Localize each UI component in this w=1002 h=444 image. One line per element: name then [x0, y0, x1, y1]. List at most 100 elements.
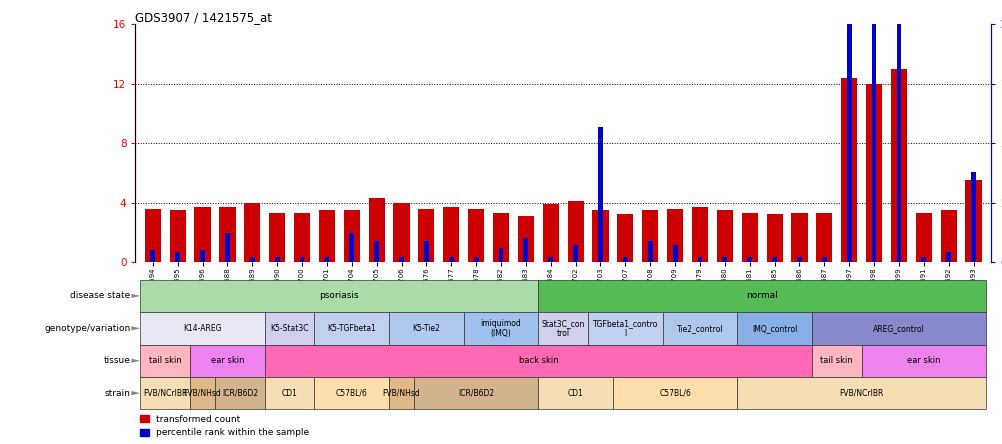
- Bar: [517, 216, 533, 262]
- Bar: [300, 257, 305, 262]
- Text: disease state: disease state: [70, 291, 130, 301]
- Bar: [766, 214, 782, 262]
- Bar: [219, 207, 235, 262]
- Bar: [572, 246, 577, 262]
- Bar: [821, 257, 826, 262]
- Bar: [721, 257, 726, 262]
- Text: psoriasis: psoriasis: [320, 291, 359, 301]
- Text: TGFbeta1_contro
l: TGFbeta1_contro l: [592, 319, 657, 338]
- Bar: [797, 257, 801, 262]
- Bar: [945, 253, 950, 262]
- Text: C57BL/6: C57BL/6: [336, 388, 368, 398]
- Bar: [846, 24, 851, 262]
- Bar: [567, 201, 583, 262]
- Text: K5-TGFbeta1: K5-TGFbeta1: [327, 324, 376, 333]
- Bar: [418, 209, 434, 262]
- Text: FVB/NHsd: FVB/NHsd: [383, 388, 420, 398]
- Text: normal: normal: [745, 291, 778, 301]
- Bar: [325, 257, 329, 262]
- Bar: [349, 234, 354, 262]
- Bar: [696, 257, 701, 262]
- Text: FVB/NCrIBR: FVB/NCrIBR: [839, 388, 883, 398]
- Text: imiquimod
(IMQ): imiquimod (IMQ): [480, 319, 521, 338]
- Bar: [890, 69, 906, 262]
- Bar: [393, 202, 409, 262]
- Bar: [616, 214, 633, 262]
- Bar: [592, 210, 608, 262]
- Bar: [344, 210, 360, 262]
- Text: ear skin: ear skin: [906, 356, 940, 365]
- Bar: [666, 209, 682, 262]
- Bar: [641, 210, 657, 262]
- Text: AREG_control: AREG_control: [872, 324, 924, 333]
- Bar: [243, 203, 261, 262]
- Bar: [448, 257, 453, 262]
- Text: tissue: tissue: [103, 356, 130, 365]
- Text: tail skin: tail skin: [820, 356, 853, 365]
- Bar: [523, 238, 528, 262]
- Text: CD1: CD1: [567, 388, 583, 398]
- Text: GDS3907 / 1421575_at: GDS3907 / 1421575_at: [135, 11, 273, 24]
- Text: K14-AREG: K14-AREG: [183, 324, 221, 333]
- Bar: [816, 213, 832, 262]
- Bar: [791, 213, 807, 262]
- Text: C57BL/6: C57BL/6: [658, 388, 690, 398]
- Text: ICR/B6D2: ICR/B6D2: [221, 388, 258, 398]
- Bar: [473, 257, 478, 262]
- Bar: [144, 209, 160, 262]
- Text: IMQ_control: IMQ_control: [752, 324, 797, 333]
- Text: tail skin: tail skin: [148, 356, 181, 365]
- Bar: [597, 127, 602, 262]
- Bar: [194, 207, 210, 262]
- Bar: [940, 210, 956, 262]
- Bar: [275, 257, 280, 262]
- Bar: [368, 198, 385, 262]
- Bar: [294, 213, 310, 262]
- Bar: [622, 257, 627, 262]
- Bar: [896, 24, 901, 262]
- Bar: [691, 207, 707, 262]
- Bar: [921, 257, 925, 262]
- Bar: [399, 257, 404, 262]
- Bar: [965, 180, 981, 262]
- Legend: transformed count, percentile rank within the sample: transformed count, percentile rank withi…: [140, 415, 309, 437]
- Text: CD1: CD1: [282, 388, 298, 398]
- Bar: [915, 213, 931, 262]
- Bar: [169, 210, 185, 262]
- Bar: [865, 84, 882, 262]
- Bar: [841, 78, 857, 262]
- Bar: [424, 241, 429, 262]
- Text: K5-Stat3C: K5-Stat3C: [271, 324, 309, 333]
- Bar: [542, 204, 558, 262]
- Text: genotype/variation: genotype/variation: [44, 324, 130, 333]
- Bar: [672, 246, 677, 262]
- Bar: [740, 213, 758, 262]
- Text: ear skin: ear skin: [210, 356, 243, 365]
- Bar: [492, 213, 509, 262]
- Text: back skin: back skin: [518, 356, 557, 365]
- Bar: [746, 257, 752, 262]
- Bar: [548, 257, 553, 262]
- Text: ICR/B6D2: ICR/B6D2: [458, 388, 494, 398]
- Bar: [716, 210, 732, 262]
- Text: K5-Tie2: K5-Tie2: [412, 324, 440, 333]
- Bar: [468, 209, 484, 262]
- Bar: [224, 234, 229, 262]
- Bar: [443, 207, 459, 262]
- Bar: [249, 257, 255, 262]
- Bar: [871, 24, 876, 262]
- Text: FVB/NHsd: FVB/NHsd: [183, 388, 221, 398]
- Bar: [374, 241, 379, 262]
- Bar: [175, 253, 180, 262]
- Bar: [200, 250, 204, 262]
- Bar: [970, 172, 975, 262]
- Text: Stat3C_con
trol: Stat3C_con trol: [541, 319, 584, 338]
- Bar: [498, 248, 503, 262]
- Text: FVB/NCrIBR: FVB/NCrIBR: [143, 388, 187, 398]
- Text: strain: strain: [104, 388, 130, 398]
- Bar: [150, 250, 155, 262]
- Bar: [319, 210, 335, 262]
- Bar: [647, 241, 652, 262]
- Bar: [772, 257, 777, 262]
- Text: Tie2_control: Tie2_control: [676, 324, 722, 333]
